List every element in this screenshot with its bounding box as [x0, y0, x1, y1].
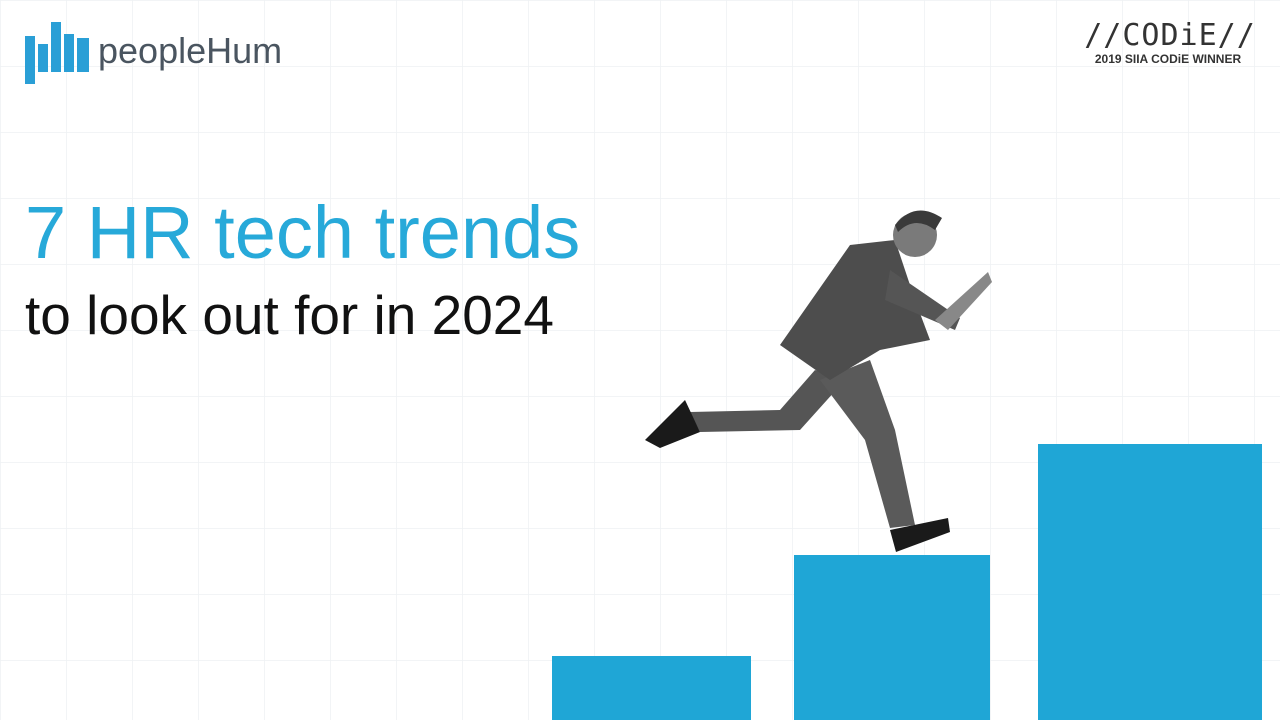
badge-title: //CODiE//: [1084, 18, 1256, 53]
headline-subtitle: to look out for in 2024: [25, 284, 554, 346]
headline-title: 7 HR tech trends: [25, 191, 580, 274]
steps: [552, 444, 1262, 720]
logo-text: peopleHum: [98, 30, 282, 71]
running-man: [645, 210, 992, 552]
logo-icon: [25, 22, 89, 84]
badge-subtitle: 2019 SIIA CODiE WINNER: [1095, 52, 1242, 66]
